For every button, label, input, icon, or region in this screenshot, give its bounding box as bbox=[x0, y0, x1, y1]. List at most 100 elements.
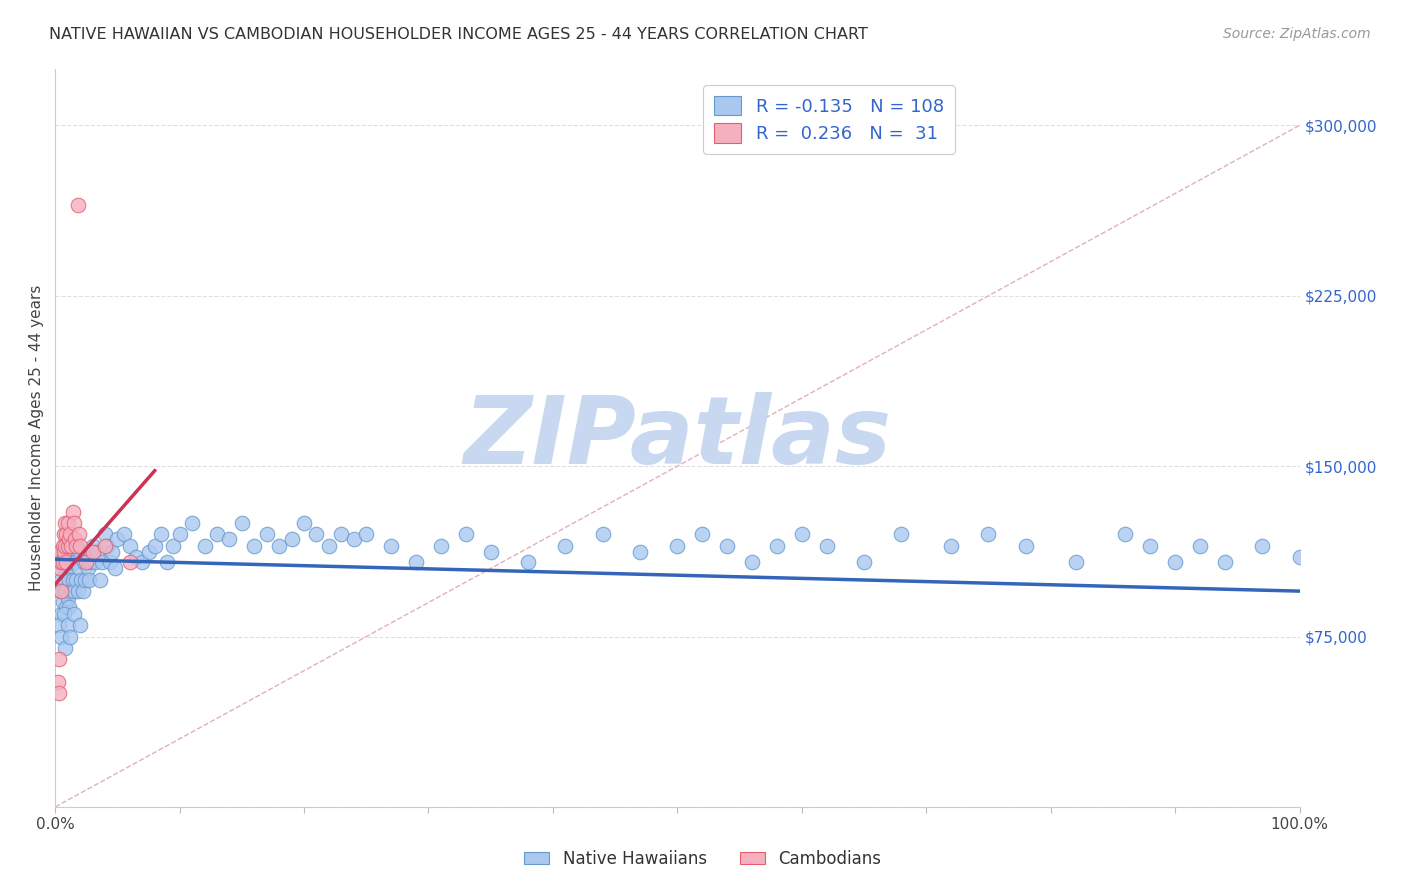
Point bbox=[60, 584, 83, 599]
Point bbox=[63, 549, 86, 564]
Point bbox=[63, 607, 86, 621]
Point bbox=[98, 555, 121, 569]
Point bbox=[82, 545, 104, 559]
Point bbox=[53, 545, 76, 559]
Point bbox=[65, 539, 87, 553]
Point bbox=[554, 539, 576, 553]
Point bbox=[1189, 539, 1212, 553]
Point bbox=[939, 539, 962, 553]
Point bbox=[86, 545, 108, 559]
Point bbox=[52, 539, 75, 553]
Point bbox=[405, 555, 427, 569]
Text: NATIVE HAWAIIAN VS CAMBODIAN HOUSEHOLDER INCOME AGES 25 - 44 YEARS CORRELATION C: NATIVE HAWAIIAN VS CAMBODIAN HOUSEHOLDER… bbox=[49, 27, 868, 42]
Point bbox=[62, 505, 84, 519]
Point bbox=[56, 539, 79, 553]
Point bbox=[94, 539, 117, 553]
Point bbox=[118, 539, 141, 553]
Point bbox=[256, 527, 278, 541]
Point bbox=[52, 545, 75, 559]
Point bbox=[269, 539, 291, 553]
Point bbox=[51, 584, 73, 599]
Point bbox=[356, 527, 378, 541]
Point bbox=[52, 527, 75, 541]
Point bbox=[59, 630, 82, 644]
Point bbox=[52, 595, 75, 609]
Point bbox=[112, 527, 135, 541]
Point bbox=[977, 527, 1000, 541]
Point bbox=[96, 539, 118, 553]
Point bbox=[52, 555, 75, 569]
Point bbox=[70, 573, 93, 587]
Point bbox=[1114, 527, 1136, 541]
Point bbox=[55, 600, 77, 615]
Point bbox=[1139, 539, 1161, 553]
Point bbox=[58, 600, 80, 615]
Point bbox=[60, 539, 83, 553]
Legend: Native Hawaiians, Cambodians: Native Hawaiians, Cambodians bbox=[517, 844, 889, 875]
Point bbox=[66, 198, 89, 212]
Point bbox=[51, 630, 73, 644]
Point bbox=[1213, 555, 1236, 569]
Point bbox=[1164, 555, 1187, 569]
Point bbox=[51, 607, 73, 621]
Point bbox=[149, 527, 172, 541]
Point bbox=[80, 545, 103, 559]
Point bbox=[82, 539, 104, 553]
Point bbox=[1251, 539, 1274, 553]
Point bbox=[79, 555, 101, 569]
Point bbox=[53, 516, 76, 530]
Point bbox=[162, 539, 184, 553]
Point bbox=[63, 584, 86, 599]
Point bbox=[890, 527, 912, 541]
Point bbox=[51, 573, 73, 587]
Point bbox=[52, 549, 75, 564]
Point bbox=[454, 527, 477, 541]
Point bbox=[67, 561, 90, 575]
Point bbox=[343, 532, 366, 546]
Point bbox=[305, 527, 328, 541]
Point bbox=[53, 640, 76, 655]
Point bbox=[169, 527, 191, 541]
Point bbox=[131, 555, 153, 569]
Text: ZIPatlas: ZIPatlas bbox=[464, 392, 891, 483]
Point bbox=[55, 527, 77, 541]
Point bbox=[63, 516, 86, 530]
Point bbox=[65, 573, 87, 587]
Point bbox=[156, 555, 179, 569]
Point bbox=[72, 584, 94, 599]
Point bbox=[75, 545, 97, 559]
Point bbox=[94, 527, 117, 541]
Point bbox=[231, 516, 253, 530]
Point bbox=[58, 573, 80, 587]
Point bbox=[118, 555, 141, 569]
Point bbox=[59, 527, 82, 541]
Point bbox=[104, 561, 127, 575]
Point bbox=[69, 618, 91, 632]
Point bbox=[766, 539, 789, 553]
Point bbox=[89, 573, 111, 587]
Point bbox=[292, 516, 315, 530]
Point bbox=[52, 607, 75, 621]
Point bbox=[77, 573, 100, 587]
Point bbox=[49, 584, 72, 599]
Point bbox=[48, 555, 70, 569]
Point bbox=[690, 527, 713, 541]
Point bbox=[59, 555, 82, 569]
Point bbox=[138, 545, 160, 559]
Point bbox=[66, 584, 89, 599]
Point bbox=[48, 686, 70, 700]
Point bbox=[280, 532, 302, 546]
Point bbox=[48, 652, 70, 666]
Point bbox=[56, 591, 79, 605]
Point bbox=[592, 527, 614, 541]
Point bbox=[69, 539, 91, 553]
Point bbox=[205, 527, 228, 541]
Point bbox=[48, 618, 70, 632]
Point bbox=[479, 545, 502, 559]
Point bbox=[63, 532, 86, 546]
Point bbox=[517, 555, 540, 569]
Point bbox=[181, 516, 204, 530]
Point bbox=[91, 555, 114, 569]
Point bbox=[741, 555, 763, 569]
Point bbox=[51, 555, 73, 569]
